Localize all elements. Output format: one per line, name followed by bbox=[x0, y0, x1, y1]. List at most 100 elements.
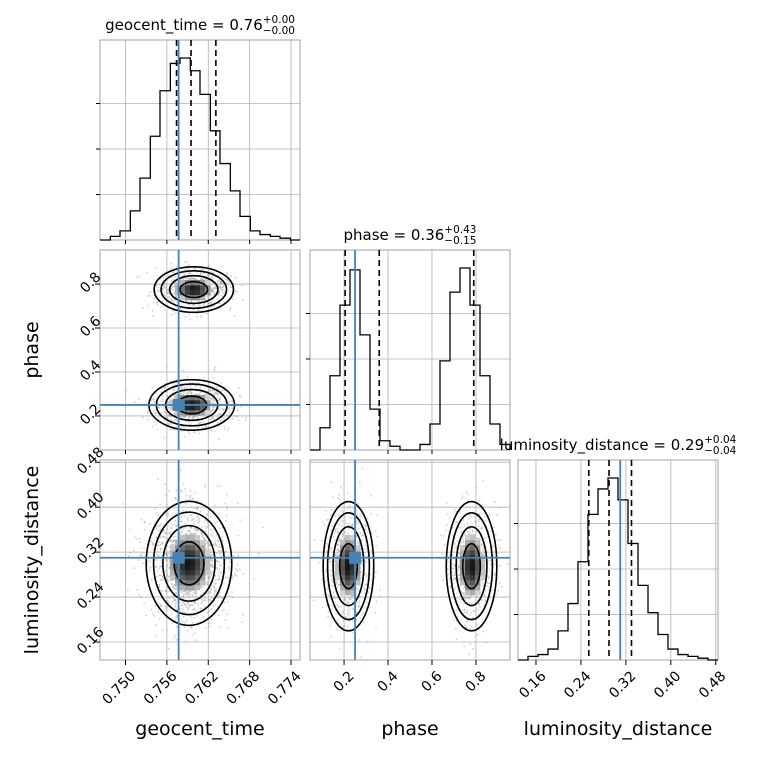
scatter-phase-vs-geocent-time-point bbox=[202, 420, 204, 422]
scatter-luminosity-distance-vs-phase-point bbox=[361, 563, 364, 566]
scatter-luminosity-distance-vs-geocent-time-point bbox=[201, 533, 204, 535]
scatter-luminosity-distance-vs-geocent-time-point bbox=[190, 526, 192, 529]
scatter-phase-vs-geocent-time-point bbox=[167, 288, 169, 291]
xtick-label: 0.774 bbox=[265, 668, 305, 708]
scatter-phase-vs-geocent-time-point bbox=[191, 416, 194, 418]
scatter-luminosity-distance-vs-phase-point bbox=[469, 516, 472, 518]
scatter-luminosity-distance-vs-geocent-time-point bbox=[139, 541, 142, 544]
scatter-phase-vs-geocent-time-point bbox=[207, 265, 210, 267]
scatter-luminosity-distance-vs-phase-point bbox=[348, 605, 350, 608]
scatter-luminosity-distance-vs-geocent-time-point bbox=[167, 601, 170, 604]
scatter-phase-vs-geocent-time-point bbox=[217, 284, 220, 287]
scatter-luminosity-distance-vs-phase-point bbox=[494, 563, 496, 566]
scatter-luminosity-distance-vs-phase-point bbox=[346, 596, 349, 599]
scatter-phase-vs-geocent-time-point bbox=[222, 285, 224, 288]
scatter-luminosity-distance-vs-geocent-time-point bbox=[187, 530, 189, 532]
scatter-phase-vs-geocent-time-point bbox=[169, 398, 172, 401]
scatter-luminosity-distance-vs-geocent-time-point bbox=[185, 494, 188, 497]
scatter-phase-vs-geocent-time-point bbox=[231, 407, 234, 410]
scatter-phase-vs-geocent-time-point bbox=[151, 386, 154, 389]
scatter-luminosity-distance-vs-phase-point bbox=[480, 598, 483, 601]
scatter-luminosity-distance-vs-phase-point bbox=[375, 626, 377, 629]
scatter-luminosity-distance-vs-phase-point bbox=[496, 513, 498, 516]
scatter-luminosity-distance-vs-geocent-time-point bbox=[201, 526, 203, 528]
scatter-phase-vs-geocent-time-point bbox=[179, 307, 182, 310]
scatter-phase-vs-geocent-time-point bbox=[242, 299, 244, 301]
scatter-phase-vs-geocent-time-point bbox=[222, 409, 225, 411]
scatter-luminosity-distance-vs-geocent-time-point bbox=[170, 527, 173, 529]
scatter-luminosity-distance-vs-geocent-time-point bbox=[215, 590, 217, 593]
scatter-luminosity-distance-vs-phase-point bbox=[497, 589, 499, 592]
scatter-luminosity-distance-vs-phase-point bbox=[457, 565, 460, 568]
scatter-phase-vs-geocent-time-point bbox=[164, 411, 166, 413]
scatter-luminosity-distance-vs-geocent-time-point bbox=[168, 590, 171, 592]
scatter-luminosity-distance-vs-phase-point bbox=[482, 550, 485, 552]
hist-luminosity-distance-title-main: luminosity_distance = 0.29 bbox=[500, 436, 704, 455]
scatter-phase-vs-geocent-time-point bbox=[163, 386, 166, 389]
scatter-phase-vs-geocent-time-point bbox=[208, 273, 211, 276]
scatter-luminosity-distance-vs-geocent-time-point bbox=[182, 590, 184, 593]
scatter-luminosity-distance-vs-geocent-time-point bbox=[214, 544, 217, 547]
scatter-phase-vs-geocent-time-point bbox=[154, 267, 157, 269]
scatter-luminosity-distance-vs-phase-point bbox=[451, 568, 454, 570]
scatter-phase-vs-geocent-time-contour-0-3 bbox=[153, 266, 235, 314]
scatter-luminosity-distance-vs-geocent-time-point bbox=[195, 508, 198, 510]
scatter-phase-vs-geocent-time-point bbox=[170, 297, 173, 300]
scatter-luminosity-distance-vs-geocent-time-point bbox=[217, 540, 220, 542]
scatter-luminosity-distance-vs-phase-point bbox=[343, 530, 345, 533]
scatter-luminosity-distance-vs-geocent-time-point bbox=[167, 581, 170, 584]
scatter-luminosity-distance-vs-geocent-time-point bbox=[195, 596, 197, 599]
scatter-phase-vs-geocent-time-point bbox=[217, 298, 220, 301]
scatter-luminosity-distance-vs-phase-point bbox=[334, 612, 337, 615]
scatter-luminosity-distance-vs-phase-point bbox=[363, 548, 366, 550]
scatter-phase-vs-geocent-time-point bbox=[223, 285, 225, 288]
scatter-luminosity-distance-vs-geocent-time-point bbox=[193, 523, 195, 525]
scatter-luminosity-distance-vs-phase-point bbox=[326, 542, 329, 545]
scatter-luminosity-distance-vs-geocent-time-point bbox=[165, 608, 167, 611]
scatter-luminosity-distance-vs-geocent-time-point bbox=[213, 589, 216, 592]
scatter-luminosity-distance-vs-phase-point bbox=[363, 586, 365, 589]
scatter-luminosity-distance-vs-phase-point bbox=[466, 619, 469, 622]
scatter-phase-vs-geocent-time-point bbox=[159, 400, 162, 403]
scatter-luminosity-distance-vs-geocent-time-point bbox=[166, 574, 169, 577]
scatter-luminosity-distance-vs-geocent-time-point bbox=[218, 568, 221, 571]
scatter-luminosity-distance-vs-geocent-time-point bbox=[215, 582, 217, 585]
scatter-luminosity-distance-vs-phase-point bbox=[375, 545, 377, 547]
scatter-luminosity-distance-vs-phase-point bbox=[344, 597, 346, 600]
scatter-luminosity-distance-vs-phase-point bbox=[343, 598, 346, 601]
scatter-luminosity-distance-vs-geocent-time-density-cell bbox=[200, 545, 206, 551]
scatter-luminosity-distance-vs-geocent-time-point bbox=[162, 535, 164, 538]
scatter-luminosity-distance-vs-geocent-time-point bbox=[205, 530, 208, 533]
scatter-luminosity-distance-vs-geocent-time-point bbox=[183, 515, 186, 517]
scatter-luminosity-distance-vs-geocent-time-density-cell bbox=[200, 540, 206, 546]
scatter-luminosity-distance-vs-phase-point bbox=[471, 530, 474, 533]
scatter-luminosity-distance-vs-geocent-time-point bbox=[213, 594, 216, 597]
scatter-luminosity-distance-vs-phase-point bbox=[368, 587, 371, 590]
scatter-luminosity-distance-vs-geocent-time-point bbox=[168, 560, 171, 563]
scatter-phase-vs-geocent-time-point bbox=[152, 425, 154, 428]
scatter-luminosity-distance-vs-phase-point bbox=[356, 523, 359, 525]
scatter-luminosity-distance-vs-geocent-time-point bbox=[226, 505, 228, 508]
scatter-luminosity-distance-vs-geocent-time-point bbox=[154, 604, 157, 607]
scatter-luminosity-distance-vs-geocent-time-point bbox=[212, 565, 215, 568]
scatter-luminosity-distance-vs-phase-point bbox=[334, 597, 337, 599]
scatter-luminosity-distance-vs-phase-point bbox=[355, 618, 358, 621]
scatter-luminosity-distance-vs-geocent-time-point bbox=[149, 567, 151, 570]
scatter-phase-vs-geocent-time-point bbox=[172, 389, 175, 392]
scatter-luminosity-distance-vs-phase-point bbox=[327, 615, 329, 618]
scatter-phase-vs-geocent-time-point bbox=[229, 307, 232, 310]
scatter-luminosity-distance-vs-geocent-time-point bbox=[182, 608, 184, 611]
scatter-phase-vs-geocent-time-point bbox=[228, 401, 230, 403]
scatter-luminosity-distance-vs-geocent-time-point bbox=[223, 601, 226, 604]
scatter-luminosity-distance-vs-geocent-time-point bbox=[225, 493, 228, 496]
scatter-phase-vs-geocent-time-point bbox=[156, 301, 159, 304]
scatter-luminosity-distance-vs-geocent-time-point bbox=[172, 584, 175, 587]
scatter-luminosity-distance-vs-phase-point bbox=[330, 560, 332, 563]
scatter-luminosity-distance-vs-geocent-time-point bbox=[183, 611, 186, 613]
scatter-phase-vs-geocent-time-point bbox=[212, 415, 215, 418]
scatter-luminosity-distance-vs-phase-point bbox=[458, 564, 460, 567]
scatter-luminosity-distance-vs-phase-point bbox=[469, 506, 471, 508]
scatter-phase-vs-geocent-time-point bbox=[237, 409, 239, 412]
scatter-phase-vs-geocent-time-point bbox=[164, 387, 166, 389]
